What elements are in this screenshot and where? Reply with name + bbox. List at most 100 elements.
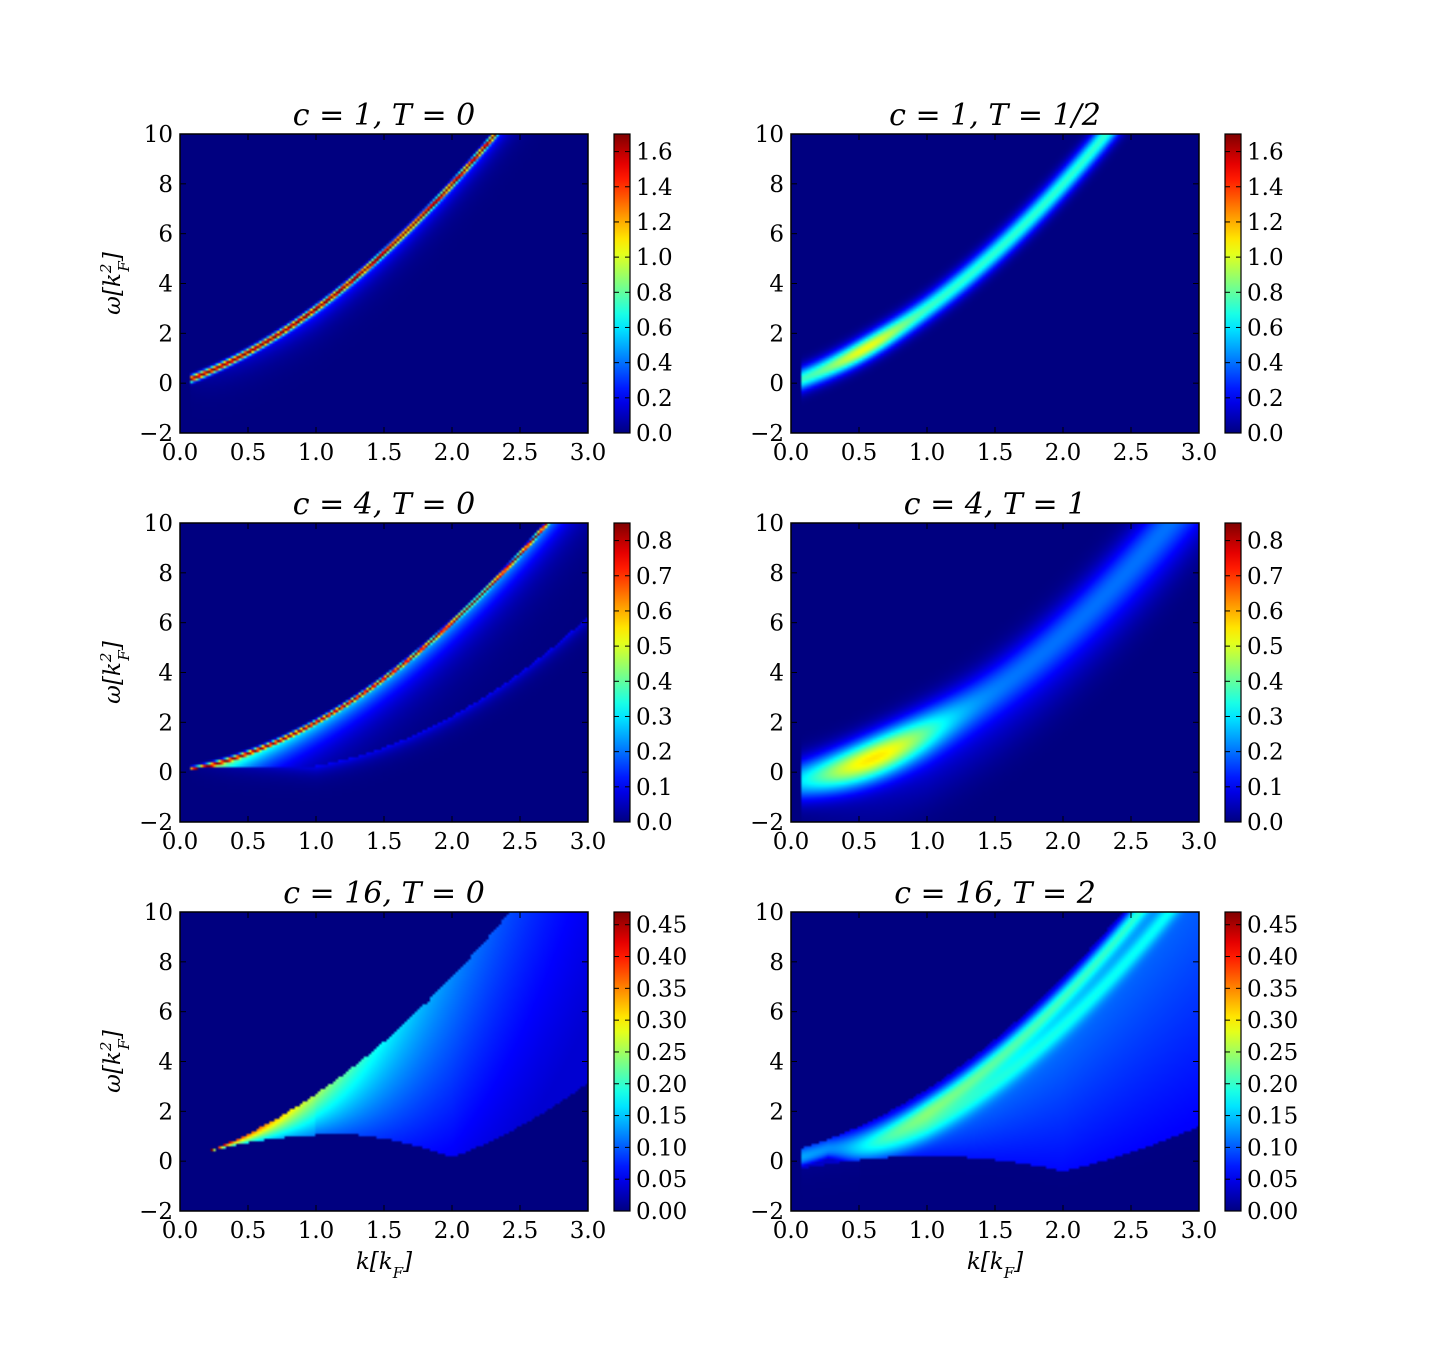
heatmap-image <box>791 523 1199 822</box>
colorbar-tick-label: 0.7 <box>636 564 673 590</box>
y-tick-label: 8 <box>158 172 173 198</box>
colorbar-gradient <box>1224 911 1242 1212</box>
colorbar-tick-label: 0.3 <box>1247 704 1284 730</box>
y-tick-label: 10 <box>144 511 173 537</box>
colorbar-tick-label: 0.0 <box>1247 810 1284 836</box>
y-tick-label: −2 <box>139 810 173 836</box>
x-tick-label: 0.0 <box>773 1218 810 1244</box>
colorbar-tick-label: 0.2 <box>636 740 673 766</box>
colorbar-tick-label: 0.5 <box>1247 634 1284 660</box>
colorbar-tick-label: 1.6 <box>1247 140 1284 166</box>
y-tick-label: −2 <box>750 421 784 447</box>
colorbar: 0.0 0.1 0.2 0.3 0.4 0.5 0.6 0.7 0.8 <box>613 522 673 836</box>
colorbar-tick-label: 0.35 <box>1247 976 1298 1002</box>
x-tick-label: 2.0 <box>1045 1218 1082 1244</box>
y-tick-label: 0 <box>769 1149 784 1175</box>
heatmap-image <box>791 134 1199 433</box>
colorbar-tick-label: 0.6 <box>1247 315 1284 341</box>
y-tick-label: 2 <box>158 710 173 736</box>
y-tick-label: 4 <box>769 272 784 298</box>
y-tick-label: 8 <box>158 561 173 587</box>
x-tick-label: 2.5 <box>502 1218 539 1244</box>
colorbar-tick-label: 0.8 <box>636 529 673 555</box>
y-tick-label: 6 <box>158 222 173 248</box>
colorbar: 0.0 0.2 0.4 0.6 0.8 1.0 1.2 1.4 1.6 <box>613 133 673 447</box>
colorbar-tick-label: 0.4 <box>636 351 673 377</box>
colorbar-tick-label: 0.8 <box>636 280 673 306</box>
x-tick-label: 2.5 <box>1113 829 1150 855</box>
x-tick-label: 3.0 <box>570 829 607 855</box>
x-tick-label: 0.0 <box>773 829 810 855</box>
colorbar-tick-label: 0.40 <box>636 945 687 971</box>
heatmap-image <box>180 523 588 822</box>
x-tick-label: 3.0 <box>570 440 607 466</box>
colorbar-tick-label: 0.1 <box>636 775 673 801</box>
colorbar-tick-label: 0.0 <box>636 810 673 836</box>
y-tick-label: 2 <box>158 321 173 347</box>
y-tick-label: 2 <box>769 1099 784 1125</box>
colorbar-tick-label: 0.5 <box>636 634 673 660</box>
y-tick-label: −2 <box>750 810 784 836</box>
colorbar-tick-label: 0.2 <box>1247 740 1284 766</box>
x-tick-label: 1.0 <box>909 1218 946 1244</box>
x-tick-label: 2.5 <box>502 829 539 855</box>
x-tick-label: 1.5 <box>977 1218 1014 1244</box>
y-tick-label: 8 <box>769 172 784 198</box>
x-tick-label: 2.0 <box>434 440 471 466</box>
y-tick-label: 10 <box>755 122 784 148</box>
x-tick-label: 2.0 <box>434 1218 471 1244</box>
x-tick-label: 0.0 <box>162 440 199 466</box>
colorbar-tick-label: 0.15 <box>636 1104 687 1130</box>
x-tick-label: 0.5 <box>841 1218 878 1244</box>
y-axis-label: ω[k2F] <box>97 1030 133 1093</box>
x-tick-label: 0.5 <box>230 829 267 855</box>
x-tick-label: 0.5 <box>230 440 267 466</box>
subplot-1: c = 1, T = 0 0.0 0.5 1.0 1.5 2.0 2.5 3.0 −2 0 2 4 6 8… <box>97 98 673 466</box>
y-tick-label: 10 <box>755 511 784 537</box>
x-tick-label: 1.0 <box>298 829 335 855</box>
colorbar-tick-label: 0.45 <box>636 913 687 939</box>
x-tick-label: 0.5 <box>230 1218 267 1244</box>
y-tick-label: 6 <box>158 1000 173 1026</box>
y-tick-label: 6 <box>769 222 784 248</box>
colorbar-tick-label: 0.6 <box>1247 599 1284 625</box>
colorbar-tick-label: 1.2 <box>636 210 673 236</box>
colorbar-tick-label: 0.4 <box>636 669 673 695</box>
x-tick-label: 0.0 <box>773 440 810 466</box>
x-tick-label: 3.0 <box>1181 1218 1218 1244</box>
x-tick-label: 0.5 <box>841 829 878 855</box>
colorbar-tick-label: 1.6 <box>636 140 673 166</box>
subplot-title: c = 4, T = 0 <box>293 487 475 522</box>
colorbar-tick-label: 0.7 <box>1247 564 1284 590</box>
colorbar-tick-label: 0.8 <box>1247 529 1284 555</box>
x-tick-label: 2.0 <box>434 829 471 855</box>
y-tick-label: 0 <box>158 760 173 786</box>
y-axis-label: ω[k2F] <box>97 252 133 315</box>
subplot-2: c = 1, T = 1/2 0.0 0.5 1.0 1.5 2.0 2.5 3.0 −2 0 2 4… <box>750 98 1283 466</box>
y-tick-label: 10 <box>144 122 173 148</box>
x-tick-label: 3.0 <box>1181 440 1218 466</box>
subplot-title: c = 16, T = 2 <box>894 876 1096 911</box>
x-tick-label: 1.5 <box>977 440 1014 466</box>
y-tick-label: 4 <box>158 272 173 298</box>
subplot-3: c = 4, T = 0 0.0 0.5 1.0 1.5 2.0 2.5 3.0 −2 0 2 4 6 8… <box>97 487 673 855</box>
y-tick-label: 8 <box>769 561 784 587</box>
heatmap-image <box>180 912 588 1211</box>
colorbar-tick-label: 0.10 <box>636 1135 687 1161</box>
colorbar-tick-label: 1.2 <box>1247 210 1284 236</box>
colorbar: 0.0 0.1 0.2 0.3 0.4 0.5 0.6 0.7 0.8 <box>1224 522 1284 836</box>
x-tick-label: 2.5 <box>502 440 539 466</box>
x-tick-label: 0.0 <box>162 829 199 855</box>
colorbar-tick-label: 0.20 <box>1247 1072 1298 1098</box>
subplot-title: c = 1, T = 1/2 <box>889 98 1101 133</box>
y-tick-label: 8 <box>769 950 784 976</box>
x-axis-label: k[kF] <box>356 1249 412 1282</box>
y-tick-label: −2 <box>750 1199 784 1225</box>
subplot-6: c = 16, T = 2 0.0 0.5 1.0 1.5 2.0 2.5 3.0 −2 0 2 4 6… <box>750 876 1298 1282</box>
x-tick-label: 0.0 <box>162 1218 199 1244</box>
y-tick-label: 10 <box>144 900 173 926</box>
heatmap-image <box>791 912 1199 1211</box>
x-tick-label: 3.0 <box>570 1218 607 1244</box>
subplot-4: c = 4, T = 1 0.0 0.5 1.0 1.5 2.0 2.5 3.0 −2 0 2 4 6 8… <box>750 487 1283 855</box>
x-tick-label: 1.5 <box>366 1218 403 1244</box>
